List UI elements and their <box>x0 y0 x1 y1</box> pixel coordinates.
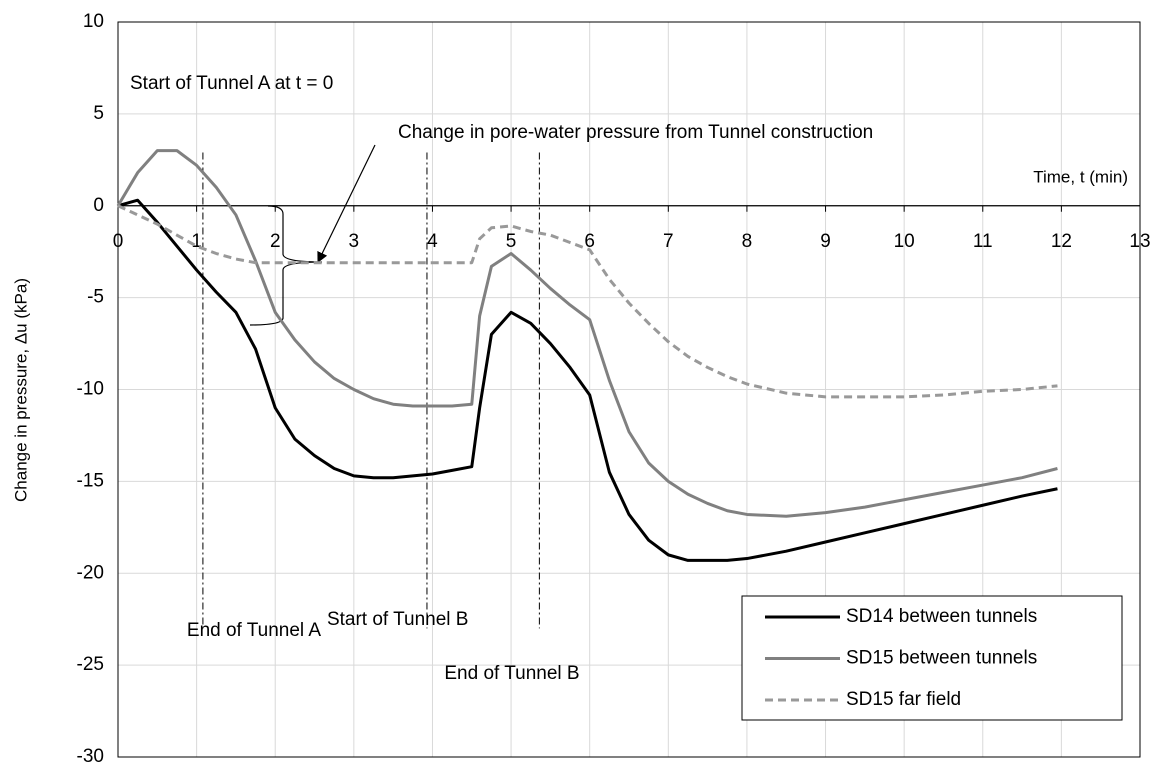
y-axis-title: Change in pressure, Δu (kPa) <box>11 278 30 502</box>
legend-label: SD15 far field <box>846 689 961 710</box>
series-line <box>117 198 1058 562</box>
annotation: Change in pore-water pressure from Tunne… <box>398 122 873 143</box>
x-tick-label: 6 <box>584 231 595 252</box>
y-tick-label: -10 <box>77 379 104 400</box>
x-tick-label: 1 <box>191 231 202 252</box>
x-tick-label: 2 <box>270 231 281 252</box>
x-tick-label: 5 <box>506 231 517 252</box>
y-tick-label: -20 <box>77 562 104 583</box>
y-tick-label: -25 <box>77 654 104 675</box>
x-tick-label: 11 <box>973 231 993 252</box>
brace <box>249 205 323 326</box>
legend-label: SD14 between tunnels <box>846 606 1037 627</box>
x-tick-label: 12 <box>1051 231 1072 252</box>
marker-label: End of Tunnel B <box>444 663 579 684</box>
marker-label: End of Tunnel A <box>187 620 321 641</box>
series-line <box>117 204 1058 399</box>
y-tick-label: -5 <box>87 287 104 308</box>
x-tick-label: 9 <box>820 231 831 252</box>
plot-border <box>117 21 1141 758</box>
series-line <box>116 149 1058 518</box>
x-tick-label: 10 <box>894 231 915 252</box>
arrow <box>317 144 376 263</box>
x-tick-label: 4 <box>427 231 438 252</box>
marker-label: Start of Tunnel B <box>327 609 469 630</box>
y-tick-label: 5 <box>93 103 104 124</box>
x-axis-title: Time, t (min) <box>1033 167 1128 186</box>
y-tick-label: 10 <box>83 11 104 32</box>
annotation: Start of Tunnel A at t = 0 <box>130 73 333 94</box>
x-tick-label: 3 <box>349 231 360 252</box>
y-tick-label: -30 <box>77 746 104 767</box>
legend-label: SD15 between tunnels <box>846 648 1037 669</box>
y-tick-label: -15 <box>77 470 104 491</box>
x-tick-label: 8 <box>742 231 753 252</box>
x-tick-label: 7 <box>663 231 674 252</box>
y-tick-label: 0 <box>93 195 104 216</box>
